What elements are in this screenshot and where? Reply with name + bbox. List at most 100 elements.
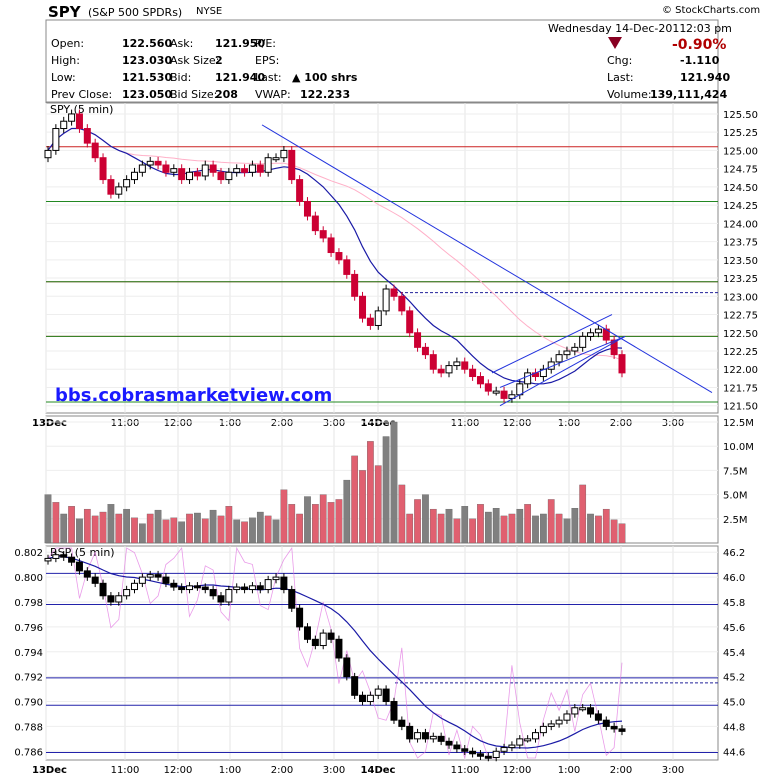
volume-bar [186, 513, 193, 544]
stat-value: 123.050 [122, 88, 173, 101]
candle [524, 372, 532, 385]
volume-bar [461, 506, 469, 544]
x-tick-label: 2:00 [610, 418, 632, 429]
y-tick-label: 123.00 [723, 292, 758, 303]
header-box [45, 19, 719, 103]
candle [445, 365, 453, 374]
rsp-candle [374, 688, 382, 696]
stat-value: 122.233 [300, 88, 351, 101]
volume-bar [107, 504, 115, 544]
y-tick-label-right: 45.0 [723, 698, 745, 709]
rsp-candle [99, 582, 107, 597]
rsp-candle [272, 576, 280, 581]
rsp-candle [516, 738, 524, 746]
candle [296, 179, 304, 202]
volume-bar [367, 441, 374, 544]
y-tick-label-right: 45.2 [723, 673, 745, 684]
rsp-candle [429, 735, 437, 740]
x-tick-label: 11:00 [451, 765, 480, 776]
candle [351, 273, 359, 297]
y-tick-label: 123.75 [723, 238, 758, 249]
y-tick-label: 123.50 [723, 256, 758, 267]
rsp-candle [241, 586, 249, 591]
x-tick-label: 2:00 [271, 765, 293, 776]
rsp-candle [107, 595, 115, 603]
candle [280, 149, 288, 159]
watermark-url: bbs.cobrasmarketview.com [55, 385, 333, 406]
y-tick-label: 122.00 [723, 365, 758, 376]
panel-title: SPY (5 min) [50, 103, 113, 116]
x-tick-label: 1:00 [219, 765, 241, 776]
x-tick-label: 3:00 [323, 418, 345, 429]
candle [75, 113, 83, 130]
rsp-candle [60, 554, 68, 558]
y-tick-label: 2.5M [723, 515, 748, 526]
candle [217, 171, 225, 181]
candle [429, 354, 437, 370]
candle [359, 295, 367, 319]
volume-bar [52, 502, 60, 544]
candle [138, 164, 146, 173]
volume-bar [618, 523, 626, 544]
y-tick-label: 5.0M [723, 491, 748, 502]
rsp-candle [193, 585, 201, 589]
candle [162, 164, 170, 173]
volume-bar [264, 515, 272, 544]
volume-bar [272, 519, 280, 544]
volume-bar [359, 470, 366, 544]
volume-bar [453, 518, 461, 544]
volume-bar [296, 513, 303, 544]
down-arrow-icon [608, 37, 622, 49]
trendline [499, 335, 626, 407]
x-tick-label: 1:00 [219, 418, 241, 429]
rsp-candle [532, 732, 540, 740]
rsp-candle [421, 732, 429, 740]
volume-bar [68, 506, 75, 544]
candle [83, 128, 91, 144]
trendline [499, 335, 626, 388]
volume-bar [201, 518, 209, 544]
volume-bar [445, 508, 453, 544]
candle [382, 288, 390, 312]
rsp-candle [524, 738, 532, 742]
y-tick-label-right: 44.6 [723, 747, 745, 758]
rsp-candle [256, 585, 264, 591]
rsp-candle [217, 595, 225, 603]
rsp-candle [382, 688, 390, 703]
candle [99, 157, 107, 181]
y-tick-label: 125.25 [723, 128, 758, 139]
candle [107, 179, 115, 195]
x-tick-label: 12:00 [164, 418, 193, 429]
candle [437, 368, 445, 374]
volume-bar [477, 504, 484, 544]
rsp-candle [594, 713, 602, 721]
candle [178, 168, 186, 181]
y-tick-label: 122.75 [723, 311, 758, 322]
y-tick-label: 124.00 [723, 219, 758, 230]
stat-value: 123.030 [122, 54, 173, 67]
volume-bar [162, 519, 170, 544]
volume-bar [398, 484, 406, 544]
rsp-candle [209, 589, 217, 597]
rsp-candle [618, 728, 626, 732]
stat-label: Chg: [607, 54, 633, 67]
candle [201, 164, 209, 177]
candle [186, 171, 194, 181]
candle [264, 157, 272, 173]
y-tick-label: 125.00 [723, 146, 758, 157]
candle [579, 335, 587, 348]
y-tick-label-right: 46.0 [723, 573, 745, 584]
candle [115, 186, 123, 195]
candle [500, 390, 508, 399]
volume-bar [610, 519, 618, 544]
rsp-candle [115, 595, 123, 603]
stat-label: Bid Size: [170, 88, 218, 101]
volume-bar [437, 513, 445, 544]
stat-label: Open: [51, 37, 85, 50]
candle [618, 354, 626, 374]
candle [44, 149, 52, 159]
candle [123, 179, 131, 188]
candle [311, 215, 319, 232]
rsp-candle [547, 723, 555, 727]
